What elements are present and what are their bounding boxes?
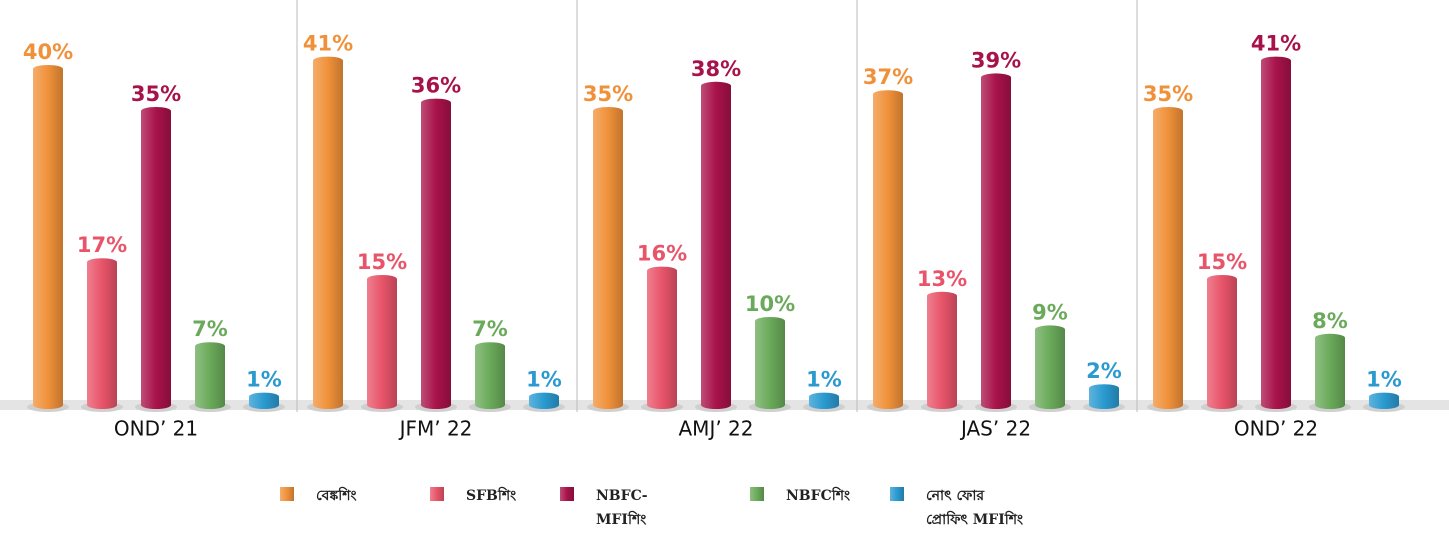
legend-label: SFBশিং xyxy=(466,488,517,504)
bar xyxy=(195,342,225,409)
data-label: 15% xyxy=(1197,250,1247,274)
data-label: 17% xyxy=(77,233,127,257)
data-label: 1% xyxy=(806,368,842,392)
chart: OND’ 21 40% 17% 35% 7% 1% JFM’ 22 41% 15% 36% 7% 1%… xyxy=(0,0,1449,441)
data-label: 13% xyxy=(917,267,967,291)
data-label: 9% xyxy=(1032,300,1068,324)
data-label: 2% xyxy=(1086,359,1122,383)
legend-swatch xyxy=(560,487,574,501)
legend-swatch xyxy=(280,487,294,501)
bar xyxy=(873,90,903,409)
data-label: 10% xyxy=(745,292,795,316)
bar xyxy=(421,98,451,409)
x-tick-label: JAS’ 22 xyxy=(959,417,1031,441)
x-tick-label: AMJ’ 22 xyxy=(679,417,754,441)
data-label: 1% xyxy=(526,368,562,392)
bar xyxy=(809,392,839,409)
data-label: 1% xyxy=(1366,368,1402,392)
bar xyxy=(367,275,397,409)
bar xyxy=(1153,107,1183,409)
data-label: 35% xyxy=(131,82,181,106)
legend: বেঙ্কশিং SFBশিং NBFC-MFIশিং NBFCশিং নোৎ ফোর … xyxy=(0,484,1449,542)
legend-item: NBFCশিং xyxy=(750,484,886,508)
legend-label: NBFCশিং xyxy=(786,488,851,504)
legend-item: SFBশিং xyxy=(430,484,566,508)
legend-item: নোৎ ফোর প্রোফিৎ MFIশিং xyxy=(890,484,1026,532)
x-tick-label: OND’ 21 xyxy=(114,417,198,441)
data-label: 1% xyxy=(246,368,282,392)
data-label: 35% xyxy=(1143,82,1193,106)
data-label: 38% xyxy=(691,57,741,81)
bar xyxy=(1315,333,1345,409)
bar xyxy=(755,317,785,409)
data-label: 7% xyxy=(192,317,228,341)
data-label: 36% xyxy=(411,74,461,98)
bar xyxy=(1369,392,1399,409)
legend-swatch xyxy=(750,487,764,501)
data-label: 40% xyxy=(23,40,73,64)
bar xyxy=(141,107,171,409)
data-label: 41% xyxy=(1251,32,1301,56)
bar xyxy=(249,392,279,409)
data-label: 35% xyxy=(583,82,633,106)
bar xyxy=(87,258,117,409)
bar xyxy=(529,392,559,409)
legend-label: বেঙ্কশিং xyxy=(316,488,357,504)
data-label: 8% xyxy=(1312,309,1348,333)
data-label: 37% xyxy=(863,65,913,89)
data-label: 16% xyxy=(637,242,687,266)
legend-swatch xyxy=(430,487,444,501)
bar xyxy=(1035,325,1065,409)
legend-item: বেঙ্কশিং xyxy=(280,484,416,508)
bar xyxy=(1089,384,1119,409)
data-label: 7% xyxy=(472,317,508,341)
x-tick-label: JFM’ 22 xyxy=(398,417,473,441)
x-tick-label: OND’ 22 xyxy=(1234,417,1318,441)
bar xyxy=(647,266,677,409)
legend-label: NBFC-MFIশিং xyxy=(596,488,648,528)
bar xyxy=(701,81,731,410)
data-label: 41% xyxy=(303,32,353,56)
data-label: 15% xyxy=(357,250,407,274)
bar xyxy=(313,56,343,409)
bar xyxy=(33,65,63,409)
bar xyxy=(593,107,623,409)
legend-item: NBFC-MFIশিং xyxy=(560,484,656,532)
data-label: 39% xyxy=(971,48,1021,72)
legend-label: নোৎ ফোর প্রোফিৎ MFIশিং xyxy=(926,488,1024,528)
bar xyxy=(1207,275,1237,409)
legend-swatch xyxy=(890,487,904,501)
bar xyxy=(927,291,957,409)
bar xyxy=(1261,56,1291,409)
bar xyxy=(981,73,1011,410)
bar xyxy=(475,342,505,409)
